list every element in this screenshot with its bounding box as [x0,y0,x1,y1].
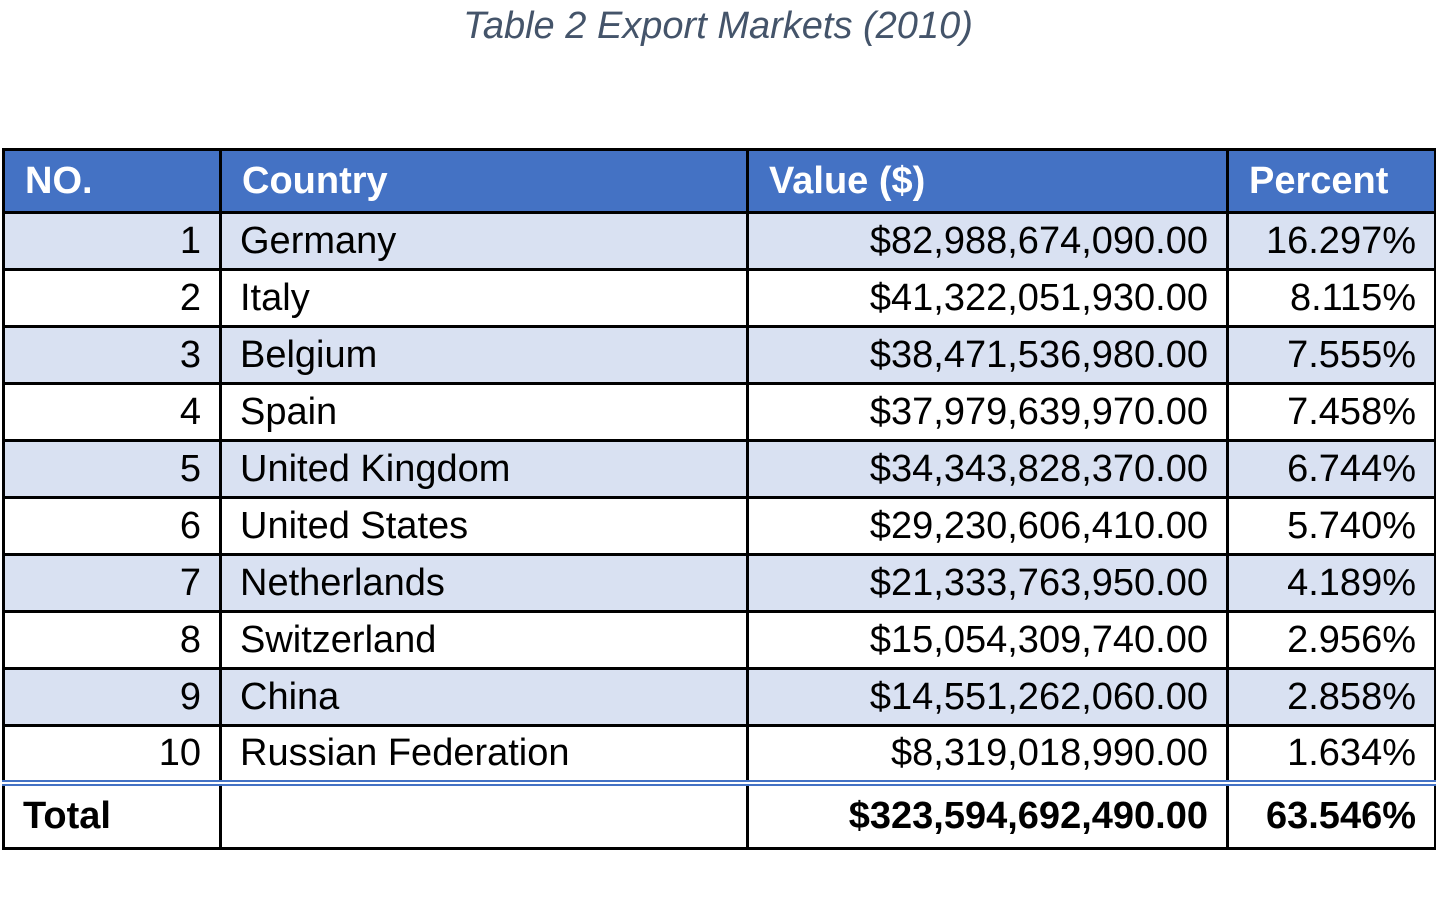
cell-percent: 4.189% [1226,553,1436,613]
cell-country: Spain [219,382,749,442]
cell-value: $15,054,309,740.00 [746,610,1229,670]
export-markets-table: NO. Country Value ($) Percent 1 Germany … [2,148,1436,850]
cell-percent: 6.744% [1226,439,1436,499]
table-row: 1 Germany $82,988,674,090.00 16.297% [2,211,1436,271]
cell-country: Netherlands [219,553,749,613]
cell-percent: 2.858% [1226,667,1436,727]
cell-country: Belgium [219,325,749,385]
cell-percent: 8.115% [1226,268,1436,328]
cell-country: Italy [219,268,749,328]
cell-value: $38,471,536,980.00 [746,325,1229,385]
cell-no: 1 [2,211,222,271]
total-country-empty [219,779,749,850]
cell-value: $14,551,262,060.00 [746,667,1229,727]
cell-value: $41,322,051,930.00 [746,268,1229,328]
table-row: 9 China $14,551,262,060.00 2.858% [2,667,1436,727]
total-value: $323,594,692,490.00 [746,779,1229,850]
cell-country: China [219,667,749,727]
cell-no: 5 [2,439,222,499]
header-percent: Percent [1226,148,1436,214]
header-value: Value ($) [746,148,1229,214]
cell-no: 10 [2,724,222,784]
cell-no: 9 [2,667,222,727]
header-country: Country [219,148,749,214]
cell-percent: 7.555% [1226,325,1436,385]
table-row: 7 Netherlands $21,333,763,950.00 4.189% [2,553,1436,613]
total-row: Total $323,594,692,490.00 63.546% [2,779,1436,850]
table-row: 5 United Kingdom $34,343,828,370.00 6.74… [2,439,1436,499]
cell-value: $21,333,763,950.00 [746,553,1229,613]
table-row: 10 Russian Federation $8,319,018,990.00 … [2,724,1436,784]
header-row: NO. Country Value ($) Percent [2,148,1436,214]
cell-percent: 2.956% [1226,610,1436,670]
total-label: Total [2,779,222,850]
cell-no: 2 [2,268,222,328]
cell-no: 7 [2,553,222,613]
table-row: 6 United States $29,230,606,410.00 5.740… [2,496,1436,556]
cell-country: United Kingdom [219,439,749,499]
cell-no: 6 [2,496,222,556]
cell-value: $29,230,606,410.00 [746,496,1229,556]
cell-country: Switzerland [219,610,749,670]
cell-country: Germany [219,211,749,271]
cell-percent: 1.634% [1226,724,1436,784]
cell-value: $8,319,018,990.00 [746,724,1229,784]
cell-no: 3 [2,325,222,385]
cell-value: $37,979,639,970.00 [746,382,1229,442]
cell-percent: 16.297% [1226,211,1436,271]
table-row: 8 Switzerland $15,054,309,740.00 2.956% [2,610,1436,670]
cell-value: $34,343,828,370.00 [746,439,1229,499]
cell-percent: 5.740% [1226,496,1436,556]
cell-country: United States [219,496,749,556]
cell-no: 8 [2,610,222,670]
cell-percent: 7.458% [1226,382,1436,442]
cell-no: 4 [2,382,222,442]
header-no: NO. [2,148,222,214]
table-row: 2 Italy $41,322,051,930.00 8.115% [2,268,1436,328]
table-row: 4 Spain $37,979,639,970.00 7.458% [2,382,1436,442]
table-row: 3 Belgium $38,471,536,980.00 7.555% [2,325,1436,385]
table-caption: Table 2 Export Markets (2010) [463,5,973,47]
cell-country: Russian Federation [219,724,749,784]
cell-value: $82,988,674,090.00 [746,211,1229,271]
total-percent: 63.546% [1226,779,1436,850]
